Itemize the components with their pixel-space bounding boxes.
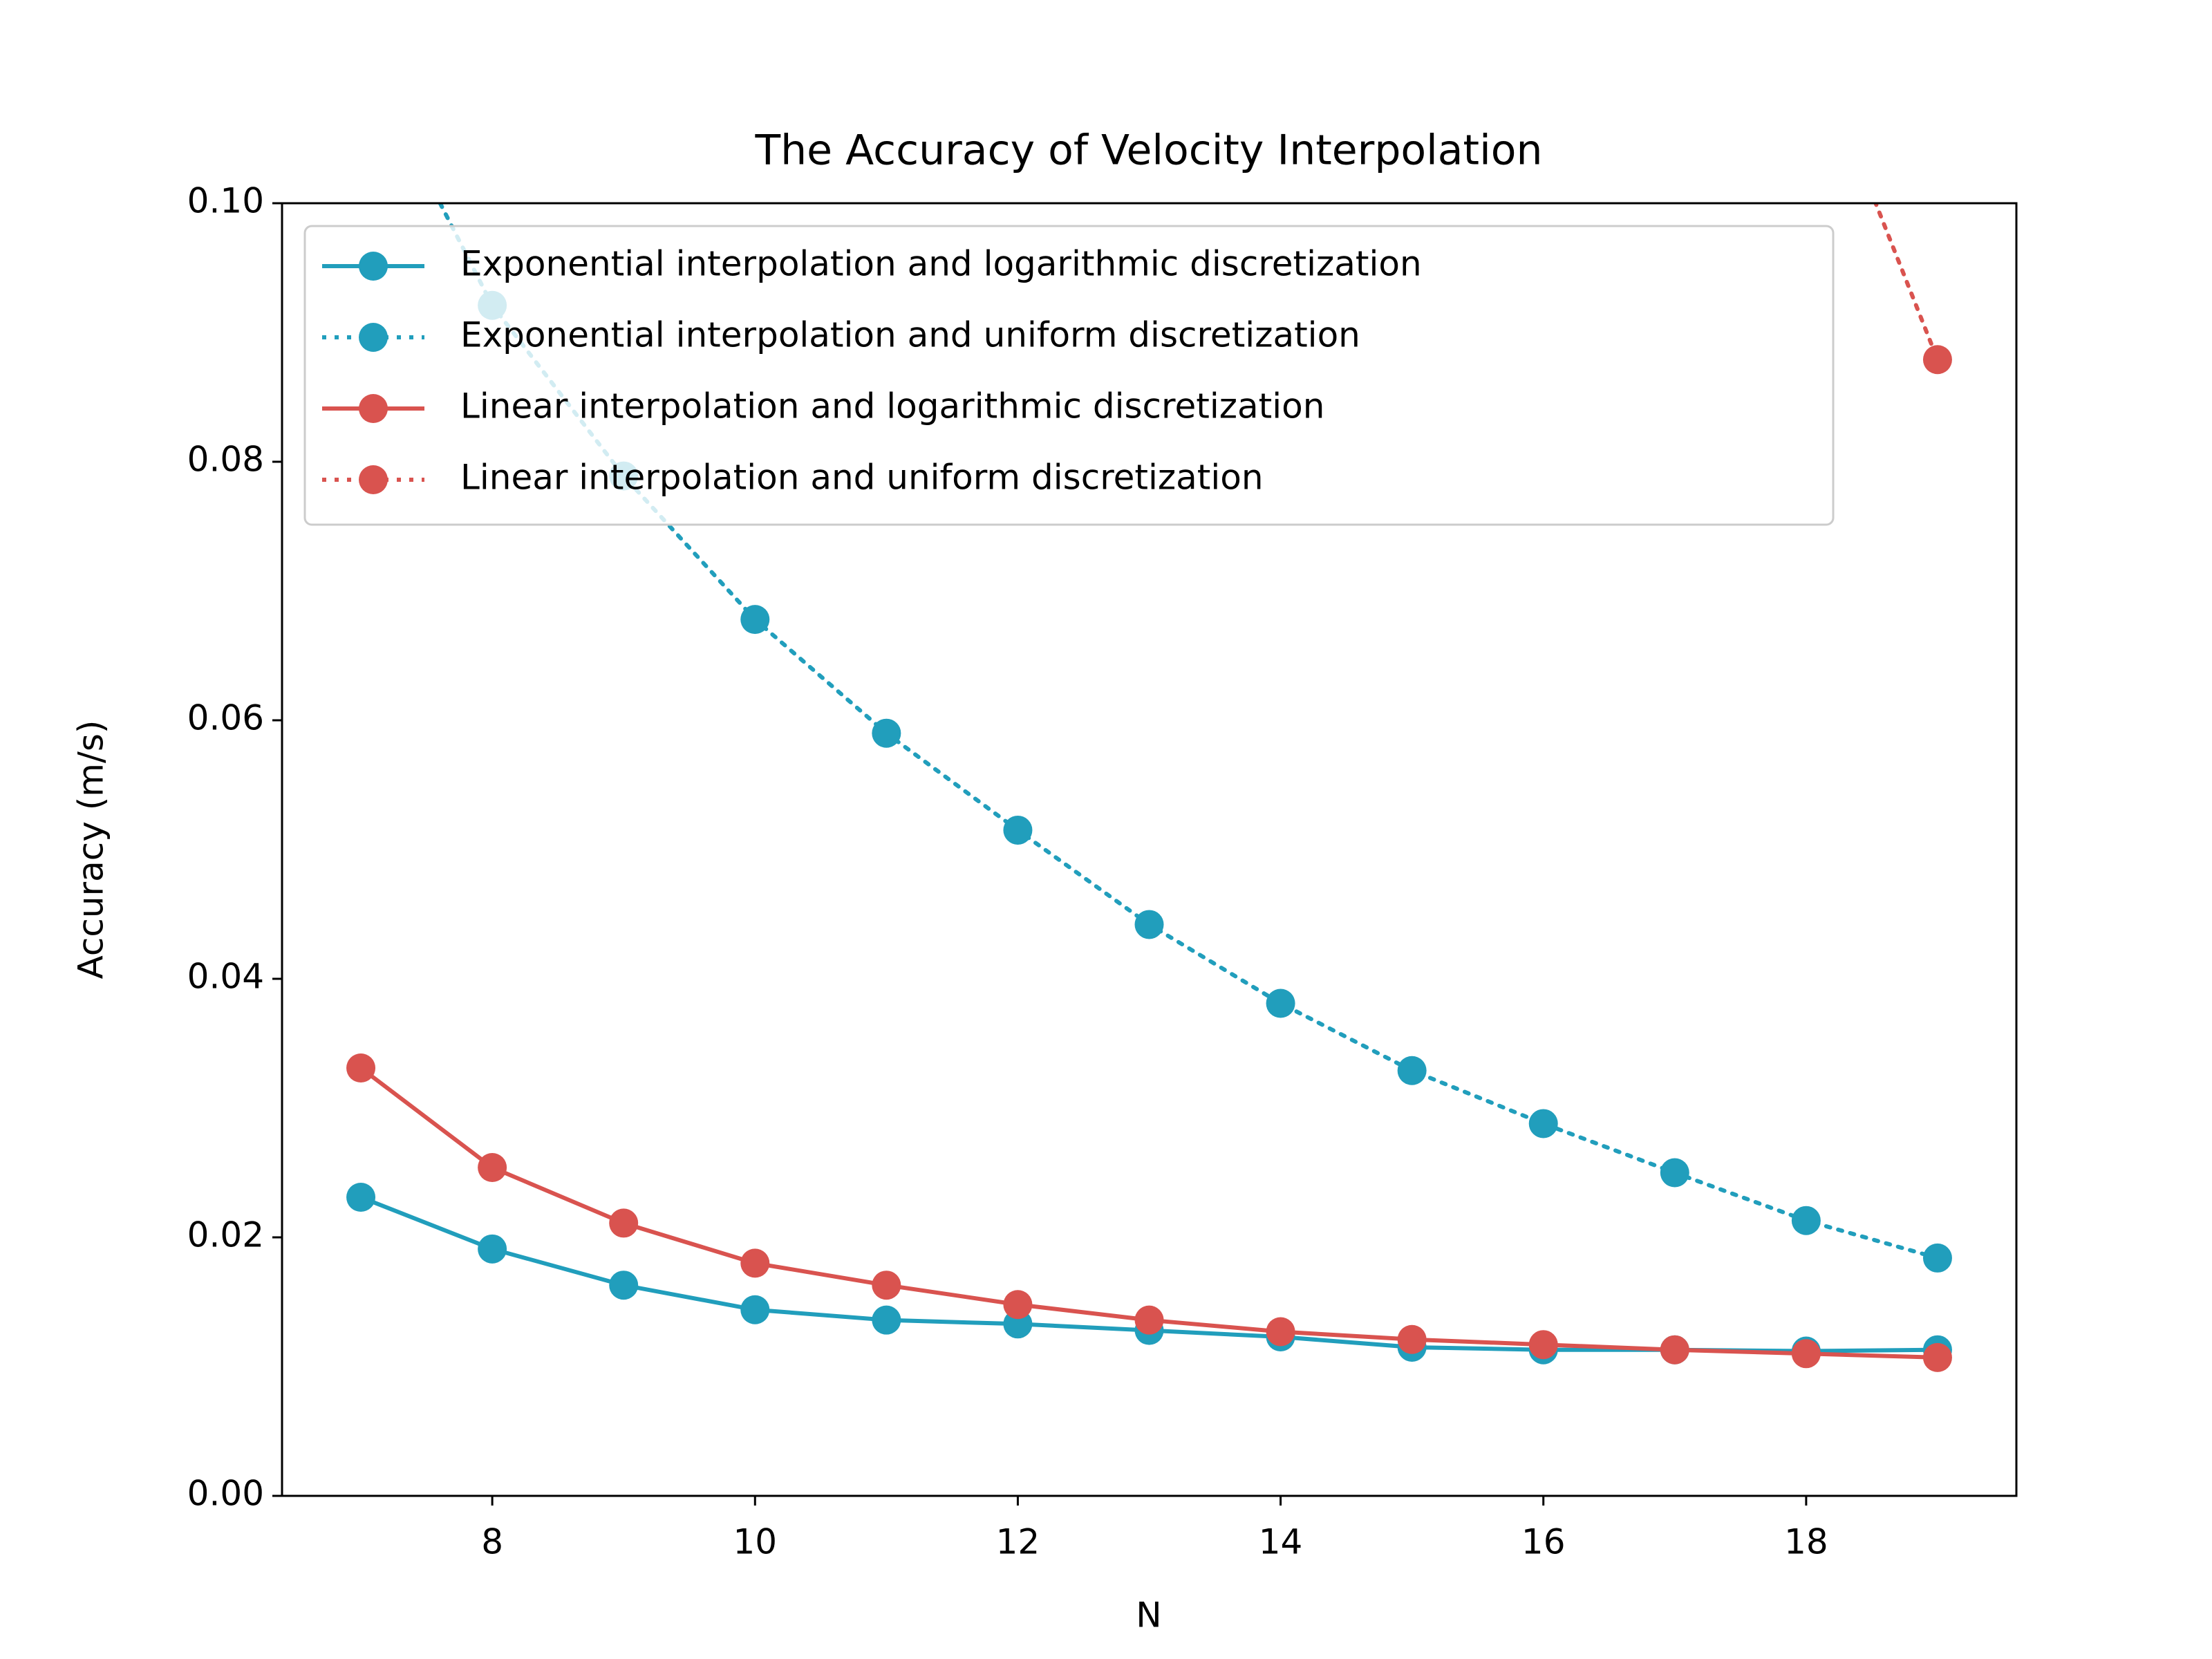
data-point: [740, 605, 770, 635]
data-point: [1134, 910, 1164, 939]
data-point: [1792, 13, 1821, 42]
data-point: [609, 1271, 639, 1300]
legend-marker: [359, 252, 388, 281]
data-point: [1397, 1056, 1427, 1085]
data-point: [872, 1305, 901, 1335]
legend: Exponential interpolation and logarithmi…: [303, 225, 1835, 526]
y-axis-label: Accuracy (m/s): [71, 720, 111, 980]
y-tick-label: 0.00: [187, 1474, 264, 1514]
axes-frame: [281, 202, 2018, 1497]
legend-label: Linear interpolation and uniform discret…: [460, 458, 1264, 498]
y-tick-label: 0.10: [187, 181, 264, 221]
plot-area: [346, 13, 1952, 1372]
data-point: [1003, 1290, 1033, 1320]
y-tick-label: 0.08: [187, 440, 264, 480]
data-point: [1266, 1317, 1295, 1347]
legend-label: Linear interpolation and logarithmic dis…: [460, 386, 1324, 427]
data-point: [1134, 1305, 1164, 1335]
data-point: [740, 1248, 770, 1278]
data-point: [478, 1234, 507, 1264]
legend-label: Exponential interpolation and logarithmi…: [460, 244, 1422, 284]
data-point: [872, 1271, 901, 1300]
x-tick-label: 8: [481, 1522, 503, 1562]
x-tick-label: 10: [733, 1522, 777, 1562]
x-tick-label: 12: [996, 1522, 1040, 1562]
data-point: [346, 1053, 376, 1083]
data-point: [1528, 1109, 1558, 1138]
data-point: [1791, 1339, 1821, 1369]
data-point: [1922, 1243, 1952, 1273]
x-tick-label: 18: [1784, 1522, 1828, 1562]
y-tick-label: 0.04: [187, 957, 264, 997]
x-tick-label: 16: [1521, 1522, 1566, 1562]
data-point: [478, 1153, 507, 1183]
x-tick-label: 14: [1259, 1522, 1303, 1562]
legend-label: Exponential interpolation and uniform di…: [460, 315, 1360, 355]
data-point: [1922, 1342, 1952, 1372]
legend-marker: [359, 394, 388, 423]
data-point: [1266, 988, 1295, 1018]
data-point: [1003, 815, 1033, 845]
data-point: [1660, 1335, 1689, 1365]
x-axis-label: N: [1136, 1595, 1161, 1635]
data-point: [346, 1183, 376, 1212]
data-point: [1922, 345, 1952, 375]
chart-title: The Accuracy of Velocity Interpolation: [754, 126, 1542, 175]
y-tick-label: 0.02: [187, 1215, 264, 1255]
series-line: [1873, 203, 1940, 362]
data-point: [1528, 1330, 1558, 1360]
data-point: [1660, 1158, 1689, 1188]
legend-marker: [359, 465, 388, 494]
legend-marker: [359, 323, 388, 352]
legend-frame: [303, 225, 1835, 526]
data-point: [1791, 1206, 1821, 1235]
y-tick-label: 0.06: [187, 698, 264, 738]
data-point: [346, 34, 375, 63]
data-point: [872, 718, 901, 748]
data-point: [740, 1295, 770, 1324]
data-point: [609, 1208, 639, 1238]
data-point: [1397, 1324, 1427, 1354]
